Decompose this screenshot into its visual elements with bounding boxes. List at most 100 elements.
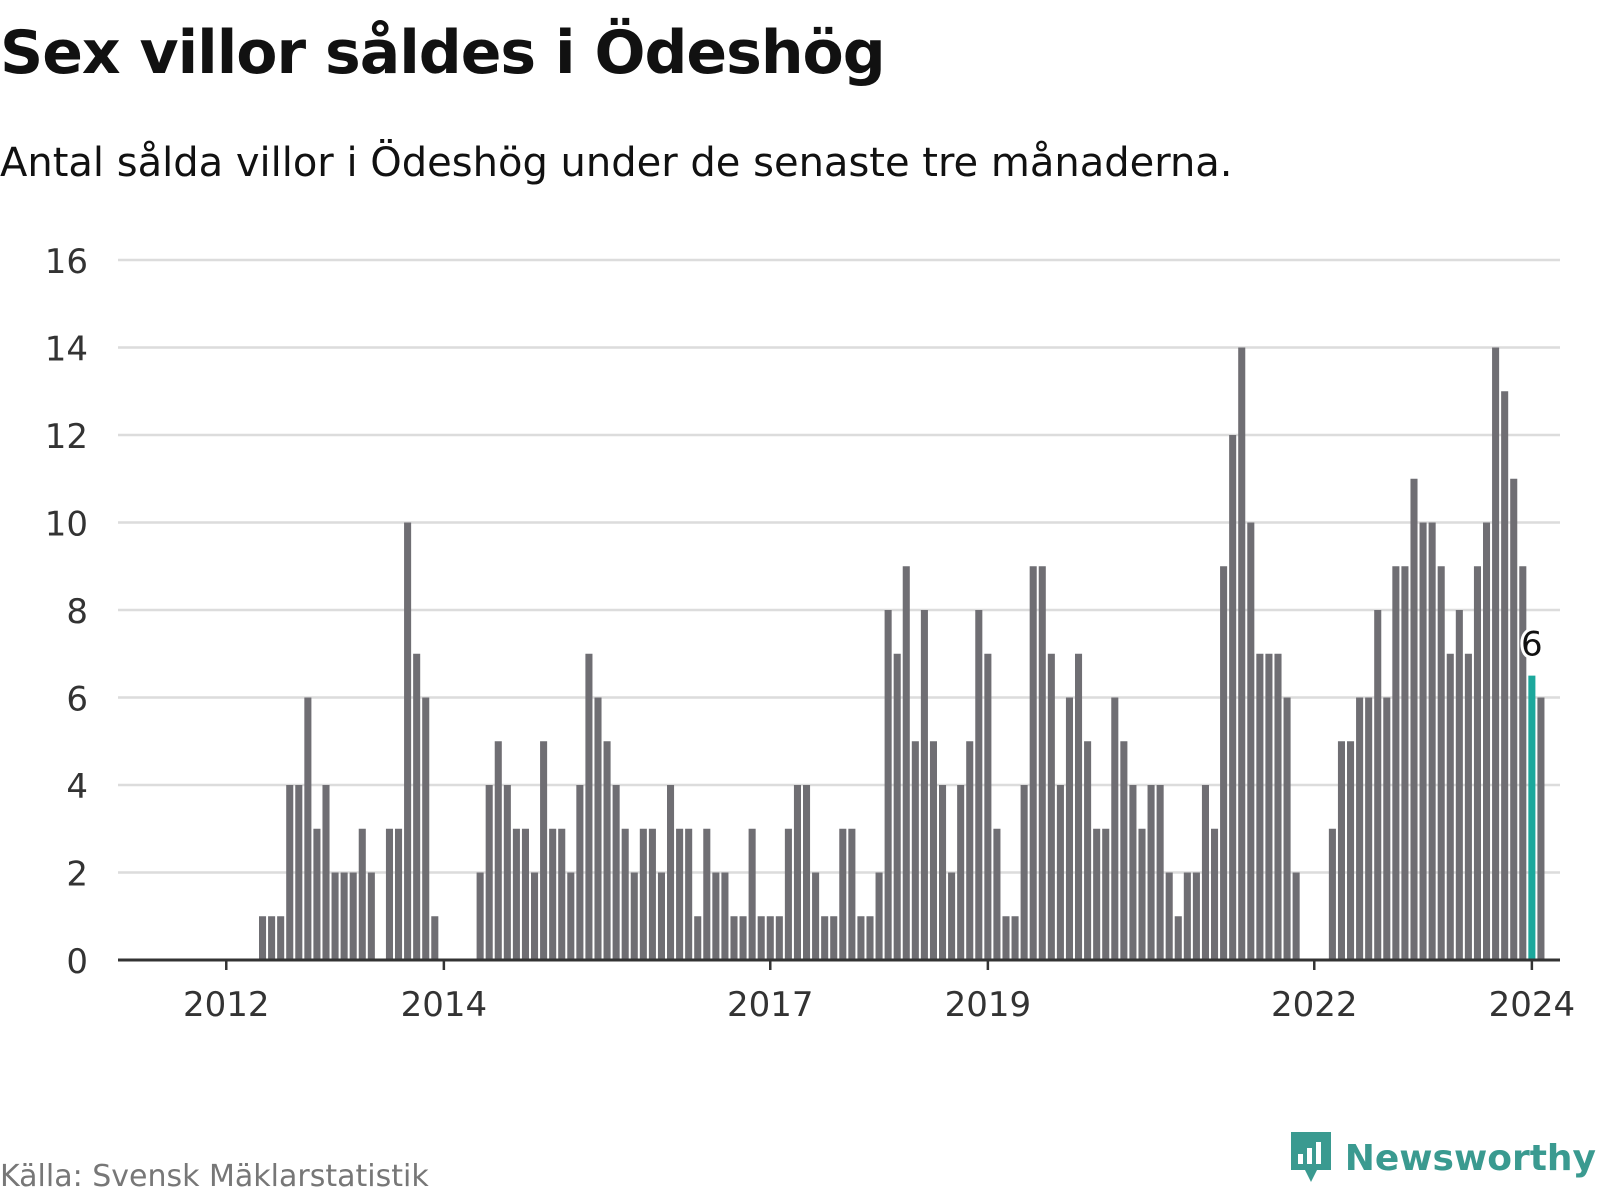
bar bbox=[531, 872, 539, 960]
bar bbox=[1519, 566, 1527, 960]
bar bbox=[866, 916, 874, 960]
bar bbox=[948, 872, 956, 960]
bar bbox=[1437, 566, 1445, 960]
bar bbox=[748, 828, 756, 960]
bar bbox=[902, 566, 910, 960]
bar bbox=[277, 916, 285, 960]
bar bbox=[1020, 785, 1028, 960]
y-tick-label: 2 bbox=[66, 855, 88, 895]
bar bbox=[957, 785, 965, 960]
bar bbox=[775, 916, 783, 960]
bar bbox=[1365, 697, 1373, 960]
bar bbox=[1056, 785, 1064, 960]
y-tick-label: 8 bbox=[66, 592, 88, 632]
bar bbox=[603, 741, 611, 960]
x-axis-labels: 2012 2014 2017 2019 2022 2024 bbox=[183, 985, 1575, 1025]
bar bbox=[286, 785, 294, 960]
bar bbox=[594, 697, 602, 960]
bar bbox=[1446, 653, 1454, 960]
gridlines bbox=[118, 258, 1560, 874]
bar bbox=[1383, 697, 1391, 960]
y-tick-label: 14 bbox=[45, 330, 88, 370]
bar bbox=[630, 872, 638, 960]
bar bbox=[1410, 478, 1418, 960]
x-tick-label: 2019 bbox=[945, 985, 1032, 1025]
bar bbox=[1292, 872, 1300, 960]
bar bbox=[1111, 697, 1119, 960]
bar bbox=[984, 653, 992, 960]
bar bbox=[1428, 522, 1436, 960]
bar bbox=[476, 872, 484, 960]
annotations: 6 bbox=[1518, 622, 1546, 668]
bar bbox=[1047, 653, 1055, 960]
bar bbox=[793, 785, 801, 960]
bar bbox=[1147, 785, 1155, 960]
bar bbox=[540, 741, 548, 960]
bar bbox=[1265, 653, 1273, 960]
bar bbox=[1093, 828, 1101, 960]
y-tick-label: 10 bbox=[45, 505, 88, 545]
bar bbox=[975, 610, 983, 960]
bar bbox=[648, 828, 656, 960]
y-tick-label: 6 bbox=[66, 680, 88, 720]
bar bbox=[812, 872, 820, 960]
bar bbox=[1510, 478, 1518, 960]
bar bbox=[1038, 566, 1046, 960]
bar bbox=[1029, 566, 1037, 960]
bar bbox=[830, 916, 838, 960]
bar bbox=[485, 785, 493, 960]
bar bbox=[667, 785, 675, 960]
bar bbox=[685, 828, 693, 960]
bar bbox=[1120, 741, 1128, 960]
bar bbox=[331, 872, 339, 960]
bar bbox=[585, 653, 593, 960]
chart-title: Sex villor såldes i Ödeshög bbox=[0, 18, 886, 88]
bar bbox=[313, 828, 321, 960]
bar bbox=[1537, 697, 1545, 960]
bar bbox=[1356, 697, 1364, 960]
bar bbox=[1183, 872, 1191, 960]
bar bbox=[1138, 828, 1146, 960]
bar bbox=[1374, 610, 1382, 960]
bar-chart: 0 2 4 6 8 10 12 14 16 2012 2014 2017 2019 2022 2024 6 bbox=[45, 242, 1575, 1025]
bar bbox=[295, 785, 303, 960]
bar bbox=[612, 785, 620, 960]
bar bbox=[358, 828, 366, 960]
bar bbox=[431, 916, 439, 960]
bar bbox=[875, 872, 883, 960]
bar bbox=[639, 828, 647, 960]
y-tick-label: 16 bbox=[45, 242, 88, 282]
bar bbox=[721, 872, 729, 960]
x-tick-label: 2017 bbox=[727, 985, 814, 1025]
bar bbox=[730, 916, 738, 960]
bar bbox=[494, 741, 502, 960]
bar bbox=[1274, 653, 1282, 960]
bar bbox=[1011, 916, 1019, 960]
y-tick-label: 0 bbox=[66, 942, 88, 982]
bar bbox=[1528, 675, 1536, 960]
bar bbox=[367, 872, 375, 960]
bar bbox=[929, 741, 937, 960]
bar bbox=[322, 785, 330, 960]
bar bbox=[848, 828, 856, 960]
bar bbox=[521, 828, 529, 960]
bar bbox=[1419, 522, 1427, 960]
bar bbox=[1065, 697, 1073, 960]
bar bbox=[893, 653, 901, 960]
bar bbox=[1220, 566, 1228, 960]
chart-subtitle: Antal sålda villor i Ödeshög under de se… bbox=[0, 140, 1233, 186]
bar bbox=[1201, 785, 1209, 960]
bar bbox=[839, 828, 847, 960]
bar bbox=[966, 741, 974, 960]
bar bbox=[993, 828, 1001, 960]
bar bbox=[1347, 741, 1355, 960]
bar bbox=[1256, 653, 1264, 960]
x-tick-label: 2024 bbox=[1489, 985, 1576, 1025]
bar bbox=[821, 916, 829, 960]
bar bbox=[1473, 566, 1481, 960]
bar bbox=[1492, 347, 1500, 960]
bar bbox=[1075, 653, 1083, 960]
highlight-value-label: 6 bbox=[1521, 625, 1543, 665]
bar bbox=[920, 610, 928, 960]
y-tick-label: 4 bbox=[66, 767, 88, 807]
